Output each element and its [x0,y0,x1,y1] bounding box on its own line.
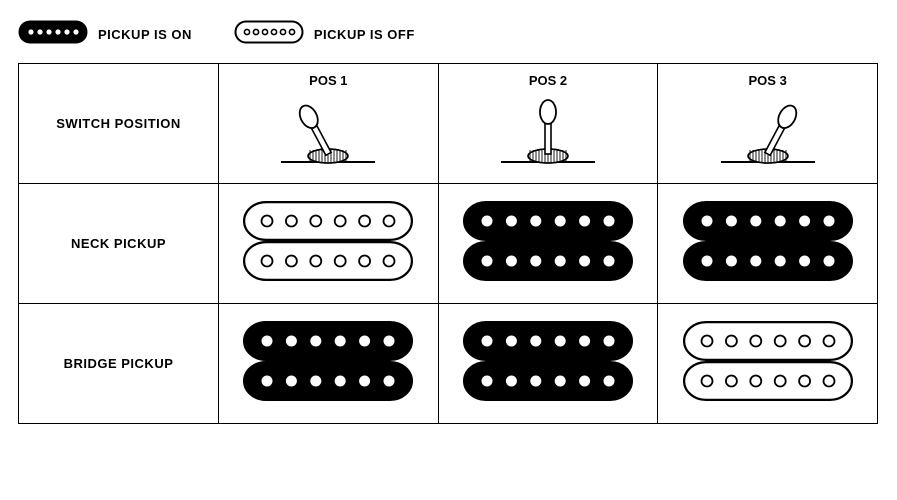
header-pos1: POS 1 [219,64,439,184]
pos1-label: POS 1 [309,73,347,88]
toggle-switch-icon [273,92,383,175]
legend-off: PICKUP IS OFF [234,20,415,49]
pos3-label: POS 3 [749,73,787,88]
humbucker-icon [243,388,413,405]
humbucker-icon [463,388,633,405]
header-row: SWITCH POSITION POS 1 POS 2 [19,64,878,184]
row-label-bridge: BRIDGE PICKUP [19,304,219,424]
toggle-switch-icon [493,92,603,175]
legend-on: PICKUP IS ON [18,20,192,49]
legend-on-label: PICKUP IS ON [98,27,192,42]
bridge-pos1 [219,304,439,424]
neck-pos2 [438,184,658,304]
bridge-pos3 [658,304,878,424]
legend-off-icon [234,20,304,49]
neck-pos3 [658,184,878,304]
legend-on-icon [18,20,88,49]
bridge-row: BRIDGE PICKUP [19,304,878,424]
humbucker-icon [683,388,853,405]
legend-off-label: PICKUP IS OFF [314,27,415,42]
row-label-neck: NECK PICKUP [19,184,219,304]
neck-row: NECK PICKUP [19,184,878,304]
neck-pos1 [219,184,439,304]
legend: PICKUP IS ON PICKUP IS OFF [18,20,879,49]
toggle-switch-icon [713,92,823,175]
pos2-label: POS 2 [529,73,567,88]
humbucker-icon [243,268,413,285]
humbucker-icon [463,268,633,285]
pickup-table: SWITCH POSITION POS 1 POS 2 [18,63,878,424]
header-pos2: POS 2 [438,64,658,184]
header-pos3: POS 3 [658,64,878,184]
row-label-switch: SWITCH POSITION [19,64,219,184]
humbucker-icon [683,268,853,285]
bridge-pos2 [438,304,658,424]
